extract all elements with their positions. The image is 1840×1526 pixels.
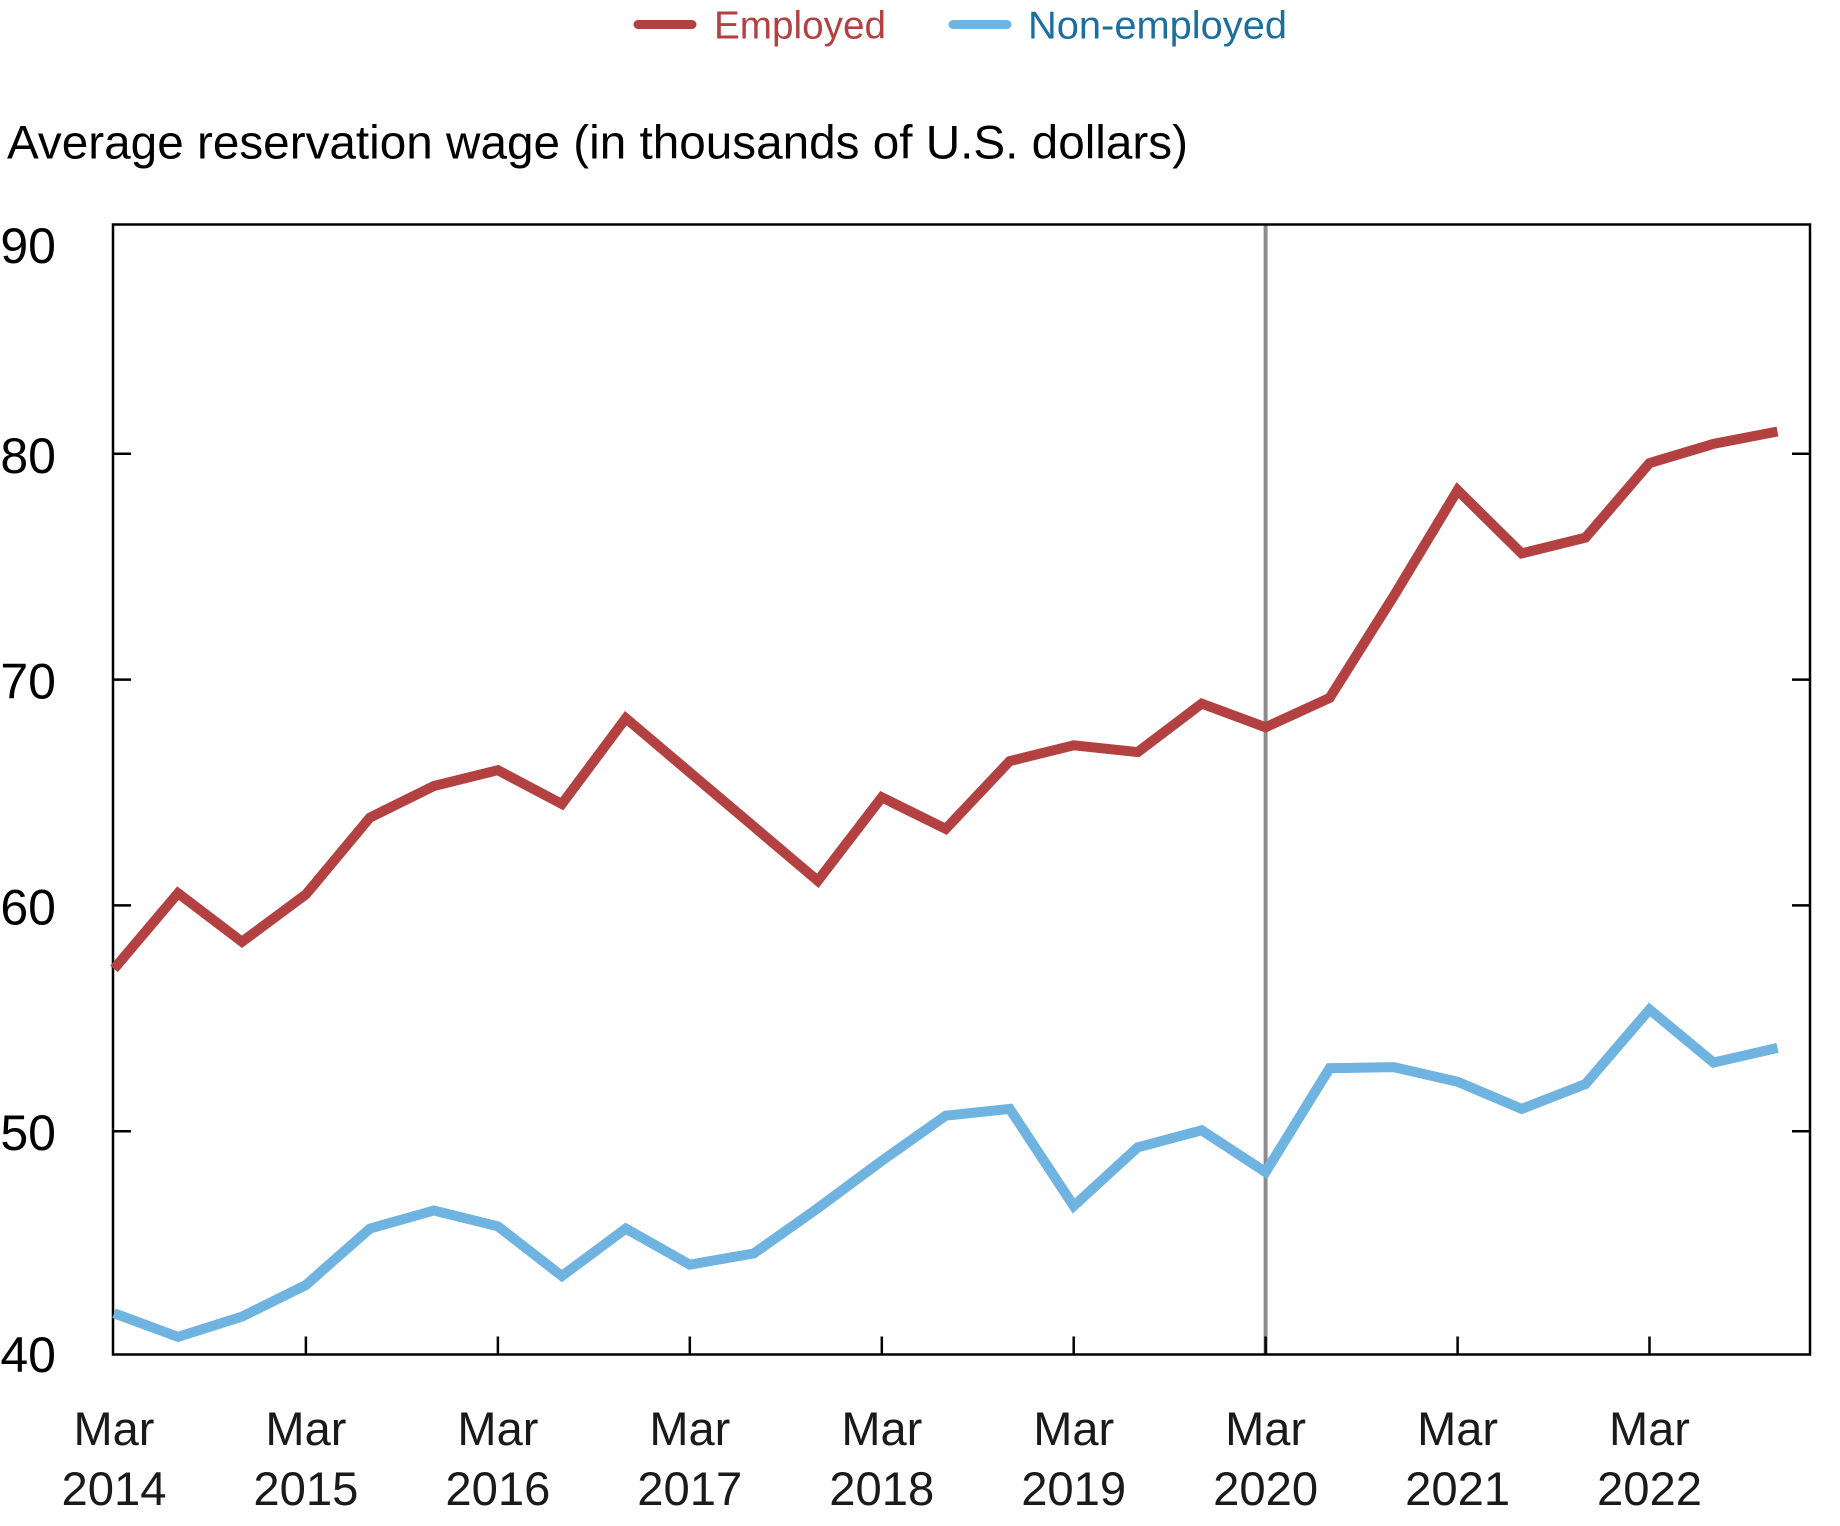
svg-text:Employed: Employed [714,5,886,48]
svg-text:2022: 2022 [1597,1462,1702,1515]
svg-text:Non-employed: Non-employed [1028,5,1287,48]
svg-text:80: 80 [0,428,56,484]
svg-text:Mar: Mar [841,1402,922,1455]
svg-text:2020: 2020 [1213,1462,1318,1515]
svg-text:Average reservation wage (in t: Average reservation wage (in thousands o… [7,117,1188,170]
svg-text:Mar: Mar [1609,1402,1690,1455]
svg-text:2016: 2016 [445,1462,550,1515]
svg-text:40: 40 [0,1327,56,1383]
svg-text:2015: 2015 [253,1462,358,1515]
svg-text:60: 60 [0,879,56,935]
svg-text:Mar: Mar [649,1402,730,1455]
svg-text:Mar: Mar [1225,1402,1306,1455]
svg-text:2021: 2021 [1405,1462,1510,1515]
svg-text:Mar: Mar [1033,1402,1114,1455]
svg-text:90: 90 [0,218,56,274]
svg-text:70: 70 [0,654,56,710]
svg-text:2014: 2014 [62,1462,167,1515]
svg-text:2018: 2018 [829,1462,934,1515]
svg-text:Mar: Mar [1417,1402,1498,1455]
svg-text:Mar: Mar [457,1402,538,1455]
svg-text:50: 50 [0,1105,56,1161]
svg-text:Mar: Mar [265,1402,346,1455]
svg-text:2019: 2019 [1021,1462,1126,1515]
svg-text:Mar: Mar [74,1402,155,1455]
svg-text:2017: 2017 [637,1462,742,1515]
